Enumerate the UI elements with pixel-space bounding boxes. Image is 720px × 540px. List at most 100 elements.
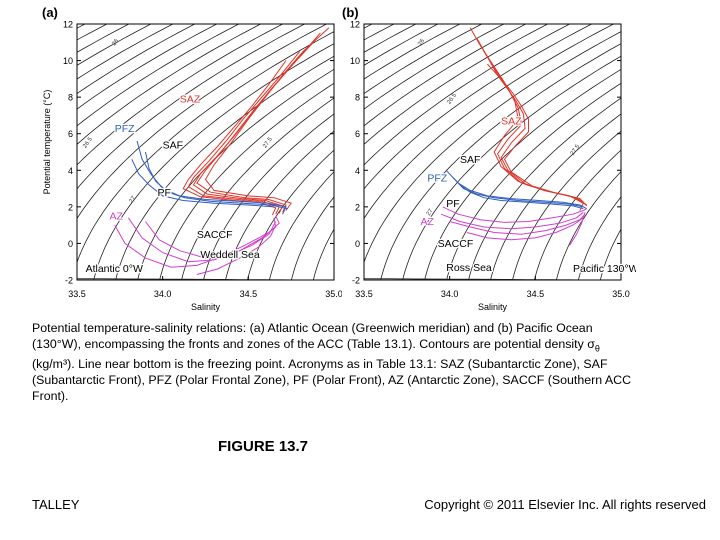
zone-label: SAF [460,154,480,166]
isopycnal-line [77,24,306,190]
isopycnal-line [364,24,549,145]
isopycnal-contours [77,24,334,280]
profile-track [445,169,587,210]
figure-number: FIGURE 13.7 [218,438,309,455]
isopycnal-line [137,68,334,280]
isopycnal-line [364,24,527,127]
isopycnal-line [424,68,621,280]
isopycnal-line [159,82,334,280]
profile-track [440,211,584,230]
isopycnal-line [577,196,621,280]
x-tick-label: 34.5 [240,289,258,299]
isopycnal-line [203,113,334,280]
series-saz [469,27,588,211]
zone-label: SAF [163,139,183,151]
zone-label: SACCF [438,238,474,250]
isopycnal-line [619,6,636,299]
y-tick-label: 12 [63,20,73,30]
panel-label: (b) [342,5,359,20]
y-tick-label: -2 [352,276,360,286]
profile-track [449,213,586,235]
sigma-symbol: σ [587,337,595,351]
isopycnal-line [336,6,386,299]
isopycnal-line [364,24,373,29]
zone-label: PFZ [427,172,447,184]
y-tick-label: 10 [63,56,73,66]
profile-track [187,51,301,215]
x-tick-label: 33.5 [68,289,86,299]
location-label: Pacific 130°W [573,263,636,275]
isopycnal-line [77,24,328,220]
isopycnal-line [364,24,483,95]
y-tick-label: 6 [355,129,360,139]
x-tick-label: 34.0 [154,289,172,299]
profile-track [136,140,287,215]
figure-caption: Potential temperature-salinity relations… [32,320,632,404]
isopycnal-line [336,6,342,299]
zone-label: PFZ [115,123,135,135]
isopycnal-line [77,24,240,127]
series-az [440,206,587,246]
isopycnal-line [555,171,621,280]
isopycnal-line [77,24,218,110]
zone-label: SACCF [197,229,233,241]
isopycnal-line [77,31,334,264]
author-footer: TALLEY [32,497,80,512]
isopycnal-line [290,196,334,280]
zone-label: PF [446,198,459,210]
profile-track [487,63,588,207]
freezing-point-line [77,278,334,280]
series-pfz [445,169,587,210]
y-tick-label: 0 [355,239,360,249]
y-tick-label: 6 [68,129,73,139]
x-tick-label: 34.5 [527,289,545,299]
contour-label: 26 [111,38,120,47]
profile-track [196,224,277,275]
y-tick-label: 2 [68,202,73,212]
profile-track [466,217,584,241]
contour-label: 27 [129,195,138,204]
copyright-footer: Copyright © 2011 Elsevier Inc. All right… [424,497,706,512]
isopycnal-line [77,24,262,145]
x-axis-title: Salinity [191,302,221,312]
y-tick-label: -2 [65,276,73,286]
ts-diagram-atlantic: 26 26.5 27 27.5 -2 0 2 4 6 8 10 12 33.5 34.0 34.5 35.0 S… [42,5,343,312]
zone-label: AZ [421,216,435,228]
y-axis-title: Potential temperature (°C) [42,90,52,195]
y-tick-label: 12 [350,20,360,30]
profile-track [145,151,288,210]
isopycnal-line [268,171,334,280]
y-tick-label: 8 [68,93,73,103]
isopycnal-line [534,149,621,280]
profile-track [476,38,586,205]
isopycnal-line [364,24,395,41]
panel-a-atlantic: 26 26.5 27 27.5 -2 0 2 4 6 8 10 12 33.5 34.0 34.5 35.0 S… [2,2,343,319]
isopycnal-line [599,228,621,280]
profile-track [145,221,277,259]
contour-label: 26.5 [82,136,94,150]
zone-label: PF [158,187,171,199]
isopycnal-line [402,55,621,280]
profile-track [204,27,330,211]
profile-track [459,184,584,210]
x-tick-label: 35.0 [612,289,630,299]
x-tick-label: 33.5 [355,289,373,299]
profile-track [196,32,321,213]
isopycnal-line [77,24,196,95]
location-label: Atlantic 0°W [86,263,143,275]
zone-label: Ross Sea [446,262,492,274]
isopycnal-line [364,24,571,166]
isopycnal-line [115,55,334,280]
zone-label: AZ [110,211,124,223]
series-saz [182,27,330,216]
y-tick-label: 0 [68,239,73,249]
profile-track [569,212,586,246]
isopycnal-line [77,24,152,66]
isopycnal-line [490,113,621,280]
y-tick-label: 2 [355,202,360,212]
isopycnal-line [364,24,615,220]
plot-frame [363,23,622,281]
isopycnal-line [364,24,439,66]
isopycnal-line [336,6,364,299]
zone-label: SAZ [180,94,201,106]
